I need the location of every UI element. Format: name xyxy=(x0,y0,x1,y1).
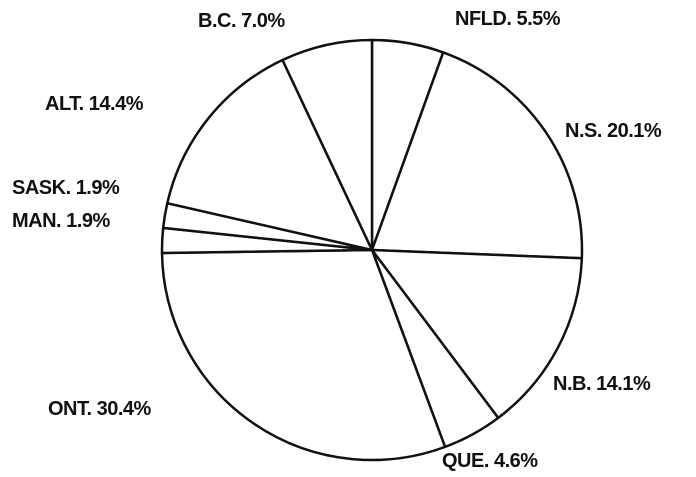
category-name: B.C. xyxy=(198,10,236,32)
pie-slice xyxy=(160,248,447,462)
category-name: N.B. xyxy=(553,373,591,395)
slice-label: ALT. 14.4% xyxy=(45,93,144,115)
category-name: QUE. xyxy=(442,450,489,472)
category-name: NFLD. xyxy=(455,8,511,30)
value-label: 20.1% xyxy=(607,120,662,142)
value-label: 1.9% xyxy=(66,210,110,232)
slice-label: N.S. 20.1% xyxy=(565,120,662,142)
slice-label: ONT. 30.4% xyxy=(48,398,152,420)
slice-label: SASK. 1.9% xyxy=(12,177,120,199)
pie-slice xyxy=(370,51,584,260)
category-name: ALT. xyxy=(45,93,84,115)
value-label: 7.0% xyxy=(241,10,285,32)
slice-label: N.B. 14.1% xyxy=(553,373,651,395)
category-name: MAN. xyxy=(12,210,61,232)
category-name: ONT. xyxy=(48,398,92,420)
value-label: 30.4% xyxy=(97,398,152,420)
pie-slice xyxy=(370,248,584,420)
value-label: 14.1% xyxy=(596,373,651,395)
value-label: 1.9% xyxy=(76,177,120,199)
value-label: 5.5% xyxy=(516,8,560,30)
slice-label: QUE. 4.6% xyxy=(442,450,538,472)
pie-slice xyxy=(166,58,374,252)
category-name: N.S. xyxy=(565,120,602,142)
slice-label: NFLD. 5.5% xyxy=(455,8,561,30)
slice-label: MAN. 1.9% xyxy=(12,210,110,232)
slice-label: B.C. 7.0% xyxy=(198,10,285,32)
value-label: 14.4% xyxy=(89,93,144,115)
value-label: 4.6% xyxy=(494,450,538,472)
category-name: SASK. xyxy=(12,177,71,199)
pie-slice xyxy=(281,38,374,252)
